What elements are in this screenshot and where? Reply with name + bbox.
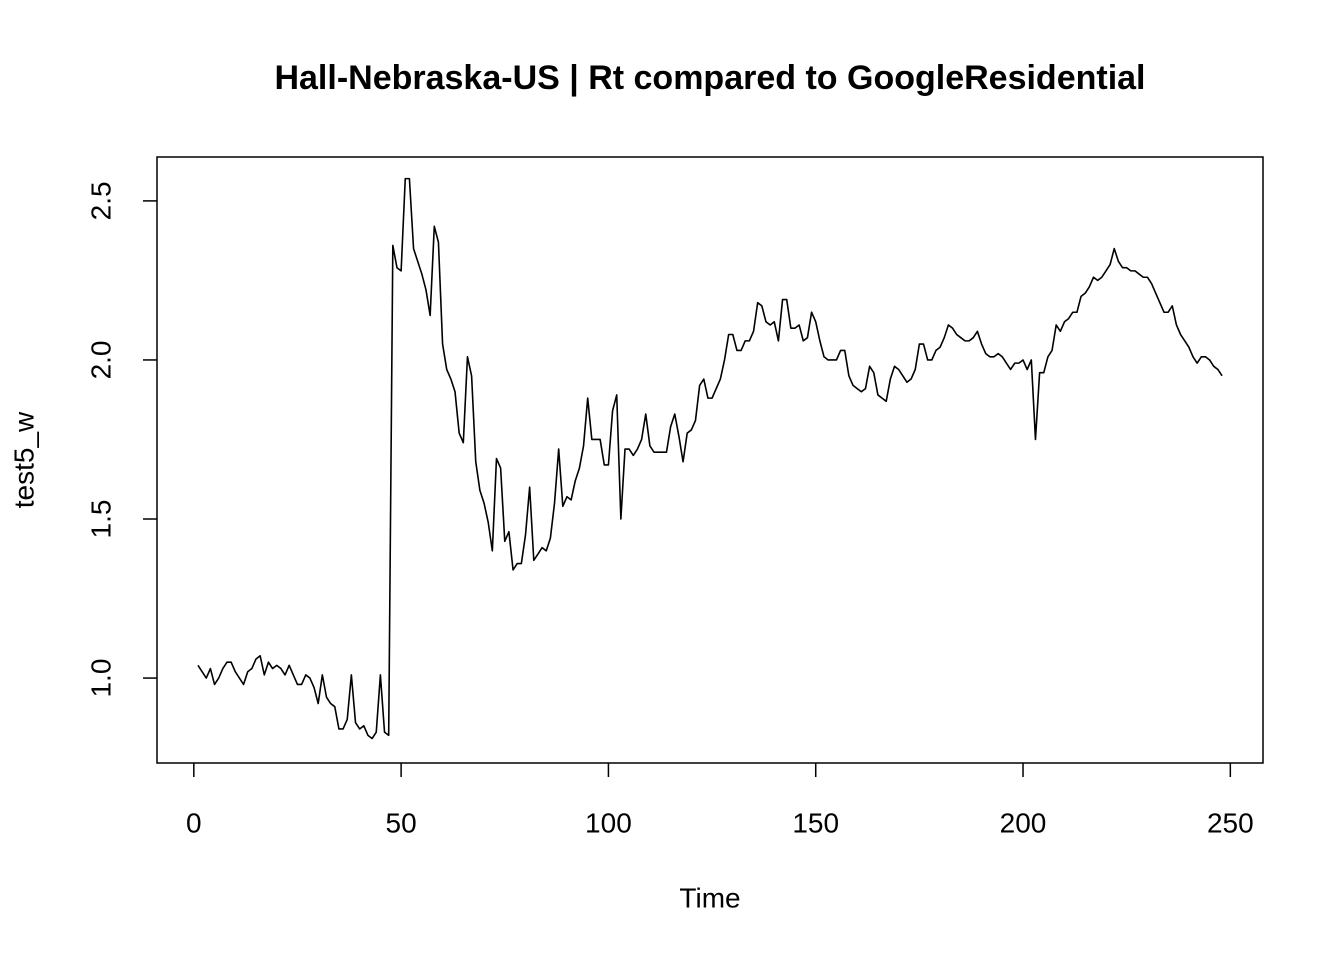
- x-tick-label: 50: [386, 807, 417, 838]
- x-tick-label: 100: [585, 807, 632, 838]
- y-axis-label: test5_w: [8, 411, 39, 508]
- series-line: [197, 177, 1223, 740]
- x-tick-label: 150: [792, 807, 839, 838]
- x-tick-label: 0: [186, 807, 202, 838]
- chart-title: Hall-Nebraska-US | Rt compared to Google…: [274, 59, 1145, 97]
- plot-frame: [156, 156, 1264, 764]
- y-tick-label: 1.5: [85, 500, 116, 539]
- x-tick-label: 200: [1000, 807, 1047, 838]
- y-tick-label: 2.0: [85, 340, 116, 379]
- y-tick-label: 1.0: [85, 659, 116, 698]
- x-axis-label: Time: [679, 882, 740, 913]
- x-tick-label: 250: [1207, 807, 1254, 838]
- y-tick-label: 2.5: [85, 181, 116, 220]
